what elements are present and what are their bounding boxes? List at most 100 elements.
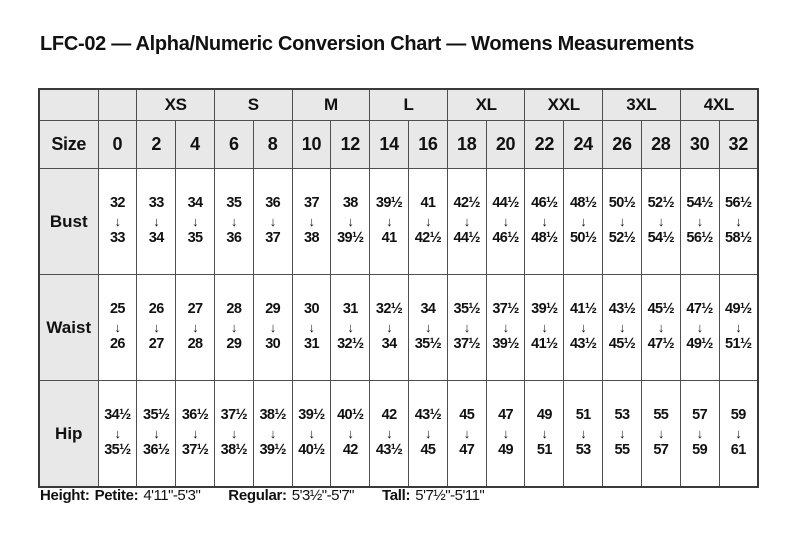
- range-from: 49½: [725, 300, 752, 317]
- measurement-cell: 59 ↓ 61: [718, 380, 759, 488]
- alpha-header-cell: L: [369, 88, 448, 121]
- measurement-range: 39½ ↓ 41: [370, 193, 408, 250]
- measurement-cell: 30 ↓ 31: [291, 274, 332, 381]
- alpha-header-cell: XS: [136, 88, 215, 121]
- range-to: 59: [692, 442, 708, 459]
- range-from: 40½: [337, 406, 364, 423]
- down-arrow-icon: ↓: [541, 319, 548, 335]
- range-from: 56½: [725, 194, 752, 211]
- range-from: 59: [730, 406, 747, 423]
- alpha-header-cell: S: [213, 88, 293, 121]
- size-cell: 8: [252, 120, 293, 169]
- measurement-cell: 38 ↓ 39½: [330, 168, 371, 275]
- range-to: 33: [109, 230, 126, 247]
- petite-label: Petite:: [94, 487, 139, 504]
- range-to: 42½: [414, 230, 442, 247]
- size-cell: 12: [330, 120, 371, 169]
- range-from: 45½: [647, 300, 675, 317]
- measurement-cell: 27 ↓ 28: [175, 274, 215, 381]
- measurement-range: 32½ ↓ 34: [370, 299, 408, 356]
- range-from: 39½: [375, 194, 403, 211]
- range-to: 40½: [298, 442, 325, 459]
- measurement-range: 57 ↓ 59: [681, 405, 719, 462]
- down-arrow-icon: ↓: [386, 425, 393, 441]
- measurement-cell: 36 ↓ 37: [252, 168, 293, 275]
- measurement-range: 34 ↓ 35½: [409, 299, 447, 356]
- measurement-cell: 26 ↓ 27: [136, 274, 177, 381]
- range-to: 43½: [375, 442, 403, 459]
- size-cell: 20: [485, 120, 526, 169]
- measurement-cell: 43½ ↓ 45½: [602, 274, 642, 381]
- measurement-cell: 53 ↓ 55: [602, 380, 642, 488]
- size-cell: 14: [369, 120, 409, 169]
- down-arrow-icon: ↓: [696, 425, 704, 441]
- size-cell: 10: [291, 120, 332, 169]
- measurement-range: 35½ ↓ 36½: [137, 405, 175, 462]
- range-to: 39½: [259, 442, 286, 459]
- measurement-cell: 50½ ↓ 52½: [602, 168, 642, 275]
- range-from: 34: [187, 194, 204, 211]
- range-to: 41½: [531, 336, 558, 353]
- measurement-range: 34 ↓ 35: [176, 193, 214, 250]
- range-from: 36: [265, 194, 281, 211]
- measurement-range: 47½ ↓ 49½: [681, 299, 719, 356]
- range-to: 36: [226, 230, 242, 247]
- down-arrow-icon: ↓: [619, 319, 626, 335]
- measurement-range: 35½ ↓ 37½: [448, 299, 486, 356]
- measurement-range: 35 ↓ 36: [215, 193, 253, 250]
- range-from: 46½: [531, 194, 558, 211]
- range-to: 54½: [647, 230, 675, 247]
- measurement-range: 29 ↓ 30: [254, 299, 292, 356]
- range-from: 35: [226, 194, 242, 211]
- range-from: 50½: [608, 194, 636, 211]
- range-to: 37½: [181, 442, 209, 459]
- range-to: 57: [653, 442, 669, 459]
- measurement-range: 51 ↓ 53: [564, 405, 602, 462]
- measurement-cell: 33 ↓ 34: [136, 168, 177, 275]
- range-from: 51: [575, 406, 592, 423]
- measurement-range: 50½ ↓ 52½: [603, 193, 641, 250]
- down-arrow-icon: ↓: [230, 213, 238, 229]
- range-from: 47½: [686, 300, 713, 317]
- measurement-range: 41½ ↓ 43½: [564, 299, 602, 356]
- down-arrow-icon: ↓: [230, 319, 238, 335]
- measurement-cell: 44½ ↓ 46½: [485, 168, 526, 275]
- measurement-cell: 40½ ↓ 42: [330, 380, 371, 488]
- down-arrow-icon: ↓: [424, 425, 432, 441]
- range-from: 52½: [647, 194, 675, 211]
- measurement-cell: 37½ ↓ 39½: [485, 274, 526, 381]
- alpha-header-row: XS S M L XL XXL 3XL 4XL: [38, 88, 759, 121]
- range-to: 35½: [104, 442, 131, 459]
- measurement-range: 36 ↓ 37: [254, 193, 292, 250]
- alpha-header-cell: 4XL: [679, 88, 759, 121]
- range-from: 54½: [686, 194, 713, 211]
- measurement-cell: 39½ ↓ 41½: [524, 274, 565, 381]
- measurement-cell: 35½ ↓ 37½: [446, 274, 487, 381]
- down-arrow-icon: ↓: [308, 319, 316, 335]
- measurement-range: 45½ ↓ 47½: [642, 299, 680, 356]
- range-from: 39½: [531, 300, 558, 317]
- size-cell: 0: [97, 120, 138, 169]
- measurement-range: 45 ↓ 47: [448, 405, 486, 462]
- down-arrow-icon: ↓: [192, 213, 199, 229]
- size-cell: 24: [563, 120, 604, 169]
- measurement-cell: 41 ↓ 42½: [408, 168, 448, 275]
- petite-range: 4'11"-5'3": [143, 487, 201, 504]
- range-from: 29: [265, 300, 281, 317]
- numeric-size-row: Size 0 2 4 6 8 10 12 14 16 18 20 22 24 26 28 30 32: [38, 120, 759, 169]
- measurement-cell: 47 ↓ 49: [485, 380, 526, 488]
- measurement-cell: 52½ ↓ 54½: [640, 168, 681, 275]
- range-from: 37½: [492, 300, 519, 317]
- tall-label: Tall:: [382, 487, 411, 504]
- measurement-cell: 49 ↓ 51: [524, 380, 565, 488]
- measurement-range: 37½ ↓ 39½: [487, 299, 525, 356]
- down-arrow-icon: ↓: [424, 319, 432, 335]
- range-from: 43½: [608, 300, 636, 317]
- measurement-range: 38½ ↓ 39½: [254, 405, 292, 462]
- range-from: 34½: [104, 406, 131, 423]
- down-arrow-icon: ↓: [619, 425, 626, 441]
- range-from: 39½: [298, 406, 325, 423]
- measurement-cell: 51 ↓ 53: [563, 380, 604, 488]
- down-arrow-icon: ↓: [269, 213, 277, 229]
- down-arrow-icon: ↓: [580, 425, 587, 441]
